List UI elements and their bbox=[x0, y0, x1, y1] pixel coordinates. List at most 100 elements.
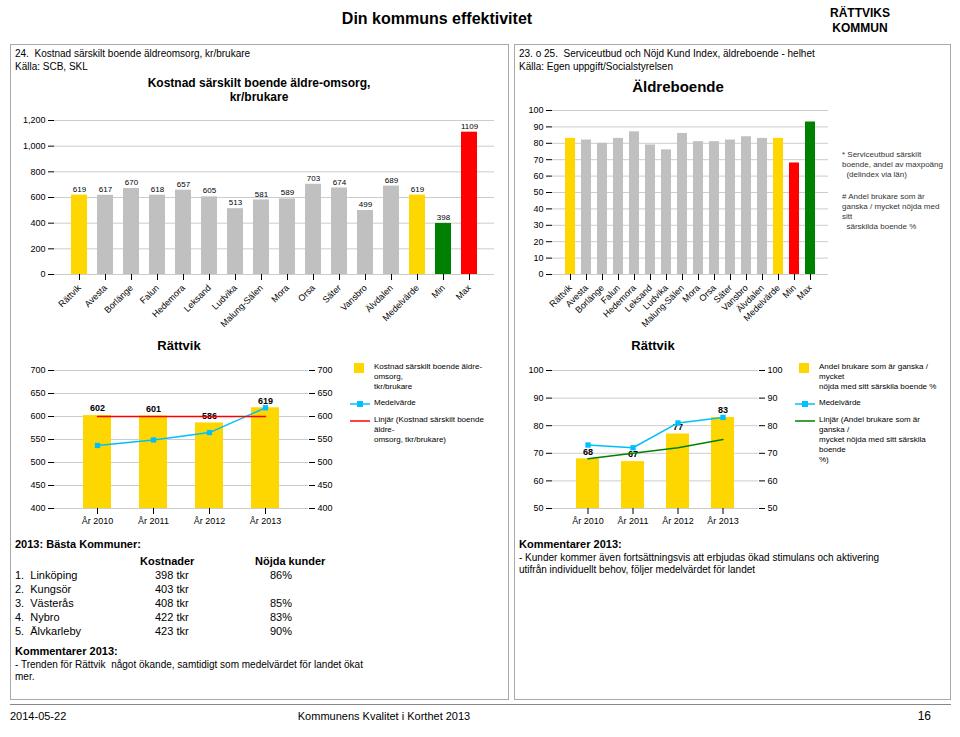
svg-text:Leksand: Leksand bbox=[622, 282, 654, 314]
svg-text:1,000: 1,000 bbox=[23, 141, 46, 151]
svg-text:700: 700 bbox=[318, 365, 333, 375]
svg-text:Max: Max bbox=[454, 282, 473, 301]
svg-text:Ludvika: Ludvika bbox=[640, 282, 670, 312]
svg-text:83: 83 bbox=[718, 405, 728, 415]
svg-text:68: 68 bbox=[583, 447, 593, 457]
svg-text:100: 100 bbox=[528, 365, 543, 375]
svg-text:800: 800 bbox=[30, 167, 45, 177]
svg-text:70: 70 bbox=[533, 448, 543, 458]
svg-text:Malung-Sälen: Malung-Sälen bbox=[219, 283, 265, 329]
svg-text:Min: Min bbox=[430, 283, 447, 300]
svg-text:400: 400 bbox=[318, 503, 333, 513]
svg-text:Älvdalen: Älvdalen bbox=[363, 282, 395, 315]
svg-text:670: 670 bbox=[125, 178, 139, 187]
svg-text:30: 30 bbox=[533, 220, 543, 230]
svg-text:Medelvärde: Medelvärde bbox=[381, 283, 421, 323]
svg-text:499: 499 bbox=[359, 200, 373, 209]
svg-text:100: 100 bbox=[528, 105, 543, 115]
svg-text:År 2011: År 2011 bbox=[618, 516, 649, 526]
svg-text:398: 398 bbox=[437, 213, 451, 222]
svg-text:674: 674 bbox=[333, 178, 347, 187]
svg-text:90: 90 bbox=[533, 393, 543, 403]
svg-text:År 2010: År 2010 bbox=[572, 516, 604, 526]
svg-text:Mora: Mora bbox=[269, 283, 291, 305]
svg-text:60: 60 bbox=[768, 476, 778, 486]
svg-text:Borlänge: Borlänge bbox=[102, 283, 135, 316]
svg-text:Max: Max bbox=[795, 282, 814, 301]
svg-text:Min: Min bbox=[781, 283, 798, 300]
svg-text:Vansbro: Vansbro bbox=[719, 282, 750, 313]
svg-text:Malung-Sälen: Malung-Sälen bbox=[640, 283, 686, 329]
svg-text:60: 60 bbox=[533, 476, 543, 486]
svg-text:Älvdalen: Älvdalen bbox=[734, 282, 766, 315]
svg-text:50: 50 bbox=[768, 503, 778, 513]
svg-text:Ludvika: Ludvika bbox=[209, 282, 239, 312]
svg-text:Medelvärde: Medelvärde bbox=[742, 283, 782, 323]
svg-text:600: 600 bbox=[318, 411, 333, 421]
svg-text:70: 70 bbox=[768, 448, 778, 458]
svg-text:600: 600 bbox=[30, 192, 45, 202]
svg-text:År 2012: År 2012 bbox=[194, 516, 226, 526]
svg-text:År 2012: År 2012 bbox=[662, 516, 694, 526]
svg-text:450: 450 bbox=[30, 480, 45, 490]
svg-text:550: 550 bbox=[30, 434, 45, 444]
svg-text:581: 581 bbox=[255, 189, 269, 198]
svg-text:40: 40 bbox=[533, 204, 543, 214]
svg-text:70: 70 bbox=[533, 155, 543, 165]
svg-text:År 2013: År 2013 bbox=[707, 516, 739, 526]
svg-text:90: 90 bbox=[768, 393, 778, 403]
svg-text:650: 650 bbox=[318, 388, 333, 398]
svg-text:1,200: 1,200 bbox=[23, 115, 46, 125]
svg-text:602: 602 bbox=[90, 403, 105, 413]
svg-text:Säter: Säter bbox=[321, 283, 343, 305]
svg-text:Vansbro: Vansbro bbox=[338, 282, 369, 313]
svg-text:100: 100 bbox=[768, 365, 783, 375]
svg-text:657: 657 bbox=[177, 180, 191, 189]
svg-text:650: 650 bbox=[30, 388, 45, 398]
svg-text:617: 617 bbox=[99, 185, 113, 194]
html-text:# Andel brukare som är ganska: # Andel brukare som är ganska / mycket n… bbox=[842, 192, 942, 231]
svg-text:601: 601 bbox=[146, 404, 161, 414]
svg-text:50: 50 bbox=[533, 503, 543, 513]
svg-text:400: 400 bbox=[30, 503, 45, 513]
svg-text:500: 500 bbox=[318, 457, 333, 467]
svg-text:600: 600 bbox=[30, 411, 45, 421]
svg-text:Falun: Falun bbox=[138, 283, 161, 306]
svg-text:1109: 1109 bbox=[461, 122, 479, 131]
svg-text:605: 605 bbox=[203, 186, 217, 195]
svg-text:0: 0 bbox=[40, 269, 45, 279]
svg-text:Hedemora: Hedemora bbox=[601, 282, 638, 320]
svg-text:513: 513 bbox=[229, 198, 243, 207]
svg-text:Borlänge: Borlänge bbox=[573, 282, 606, 316]
svg-text:Orsa: Orsa bbox=[296, 283, 317, 304]
svg-text:60: 60 bbox=[533, 171, 543, 181]
svg-text:10: 10 bbox=[533, 253, 543, 263]
html-text:Linjär (Andel brukare som är g: Linjär (Andel brukare som är ganska / my… bbox=[819, 415, 928, 464]
svg-text:80: 80 bbox=[768, 421, 778, 431]
svg-text:619: 619 bbox=[258, 396, 273, 406]
svg-text:Hedemora: Hedemora bbox=[150, 283, 187, 320]
svg-text:20: 20 bbox=[533, 237, 543, 247]
svg-text:700: 700 bbox=[30, 365, 45, 375]
svg-text:År 2013: År 2013 bbox=[250, 516, 282, 526]
svg-text:200: 200 bbox=[30, 244, 45, 254]
svg-text:80: 80 bbox=[533, 421, 543, 431]
svg-text:400: 400 bbox=[30, 218, 45, 228]
svg-text:50: 50 bbox=[533, 187, 543, 197]
svg-text:År 2010: År 2010 bbox=[82, 516, 114, 526]
svg-text:618: 618 bbox=[151, 185, 165, 194]
svg-text:0: 0 bbox=[538, 269, 543, 279]
svg-text:589: 589 bbox=[281, 188, 295, 197]
svg-text:703: 703 bbox=[307, 174, 321, 183]
svg-text:550: 550 bbox=[318, 434, 333, 444]
svg-text:År 2011: År 2011 bbox=[138, 516, 169, 526]
svg-text:90: 90 bbox=[533, 122, 543, 132]
svg-text:Rättvik: Rättvik bbox=[56, 282, 83, 309]
svg-text:689: 689 bbox=[385, 176, 399, 185]
svg-text:500: 500 bbox=[30, 457, 45, 467]
svg-text:450: 450 bbox=[318, 480, 333, 490]
svg-text:Leksand: Leksand bbox=[182, 283, 213, 314]
svg-text:619: 619 bbox=[73, 185, 87, 194]
svg-text:619: 619 bbox=[411, 185, 425, 194]
svg-text:80: 80 bbox=[533, 138, 543, 148]
